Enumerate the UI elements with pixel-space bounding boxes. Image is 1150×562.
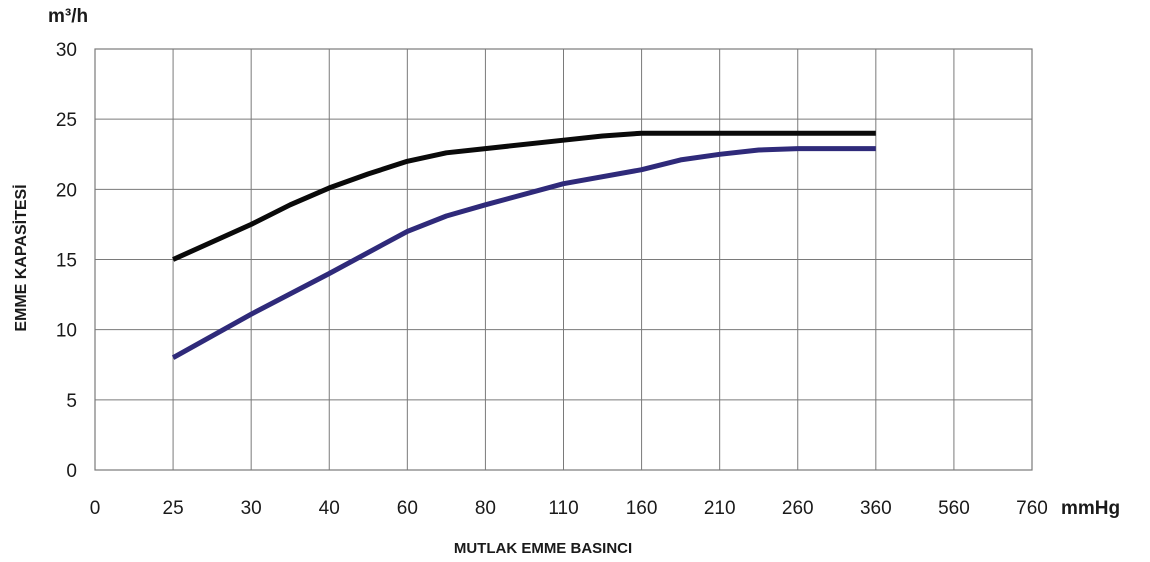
plot-frame	[94, 48, 1033, 471]
y-tick-label: 20	[56, 180, 77, 201]
y-tick-label: 30	[56, 40, 77, 61]
x-tick-label: 560	[938, 498, 970, 519]
series-line-2	[171, 146, 876, 360]
series-line-1	[172, 130, 876, 262]
y-unit-label: m³/h	[48, 6, 88, 27]
x-tick-label: 60	[397, 498, 418, 519]
y-tick-label: 0	[66, 461, 77, 482]
x-tick-label: 160	[626, 498, 658, 519]
y-tick-label: 15	[56, 251, 77, 272]
x-tick-label: 0	[90, 498, 101, 519]
horizontal-gridlines	[95, 118, 1032, 401]
y-axis-title: EMME KAPASİTESİ	[12, 184, 30, 331]
x-tick-label: 260	[782, 498, 814, 519]
x-tick-label: 25	[163, 498, 184, 519]
x-tick-label: 210	[704, 498, 736, 519]
x-tick-label: 360	[860, 498, 892, 519]
x-tick-label: 760	[1016, 498, 1048, 519]
y-tick-labels: 0 5 10 15 20 25 30	[56, 40, 77, 482]
x-tick-label: 30	[241, 498, 262, 519]
y-tick-label: 10	[56, 321, 77, 342]
x-tick-label: 110	[548, 498, 578, 519]
x-tick-label: 40	[319, 498, 340, 519]
x-axis-title: MUTLAK EMME BASINCI	[454, 540, 632, 557]
series-layer	[171, 130, 876, 360]
x-tick-label: 80	[475, 498, 496, 519]
y-tick-label: 5	[66, 391, 77, 412]
y-tick-label: 25	[56, 110, 77, 131]
x-tick-labels: 0 25 30 40 60 80 110 160 210 260 360 560 760	[90, 498, 1048, 519]
x-unit-label: mmHg	[1061, 498, 1120, 519]
